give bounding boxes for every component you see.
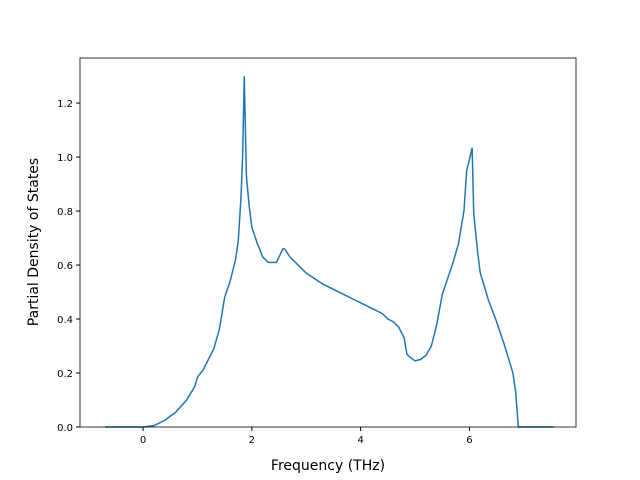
x-axis-label: Frequency (THz) bbox=[271, 458, 385, 474]
y-axis-label: Partial Density of States bbox=[26, 158, 42, 326]
x-tick-label: 2 bbox=[249, 435, 255, 446]
y-tick-label: 0.8 bbox=[57, 207, 73, 218]
line bbox=[105, 76, 554, 428]
plot-frame bbox=[79, 57, 577, 428]
y-tick-label: 1.0 bbox=[57, 153, 73, 164]
y-tick-label: 0.6 bbox=[57, 261, 73, 272]
x-tick-label: 6 bbox=[466, 435, 472, 446]
x-tick-label: 0 bbox=[140, 435, 146, 446]
y-tick-label: 0.2 bbox=[57, 369, 73, 380]
y-tick-label: 0.4 bbox=[57, 315, 73, 326]
x-tick-label: 4 bbox=[357, 435, 363, 446]
y-tick-label: 1.2 bbox=[57, 99, 73, 110]
y-tick-label: 0.0 bbox=[57, 423, 73, 434]
